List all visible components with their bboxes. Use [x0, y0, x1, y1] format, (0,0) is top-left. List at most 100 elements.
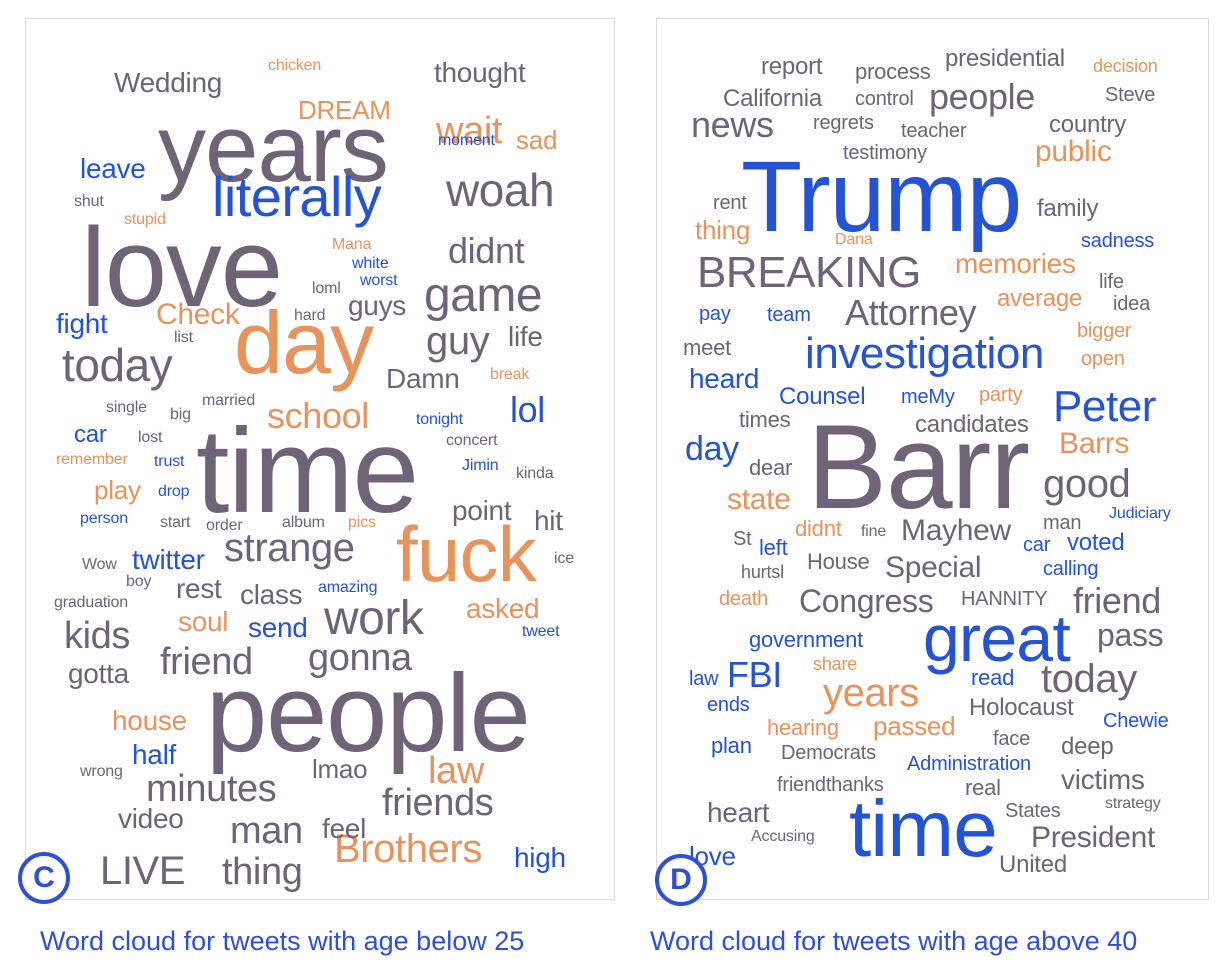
word-point: point — [452, 495, 512, 526]
word-great: great — [923, 601, 1071, 675]
word-game: game — [424, 269, 543, 322]
word-barrs: Barrs — [1059, 427, 1130, 460]
word-literally: literally — [212, 165, 382, 228]
word-today: today — [62, 339, 173, 391]
word-brothers: Brothers — [334, 827, 482, 871]
word-rent: rent — [713, 192, 747, 214]
word-house: house — [112, 705, 187, 736]
word-party: party — [979, 384, 1023, 406]
word-class: class — [240, 579, 303, 610]
word-time: time — [849, 784, 998, 873]
word-accusing: Accusing — [751, 828, 815, 845]
word-states: States — [1005, 800, 1061, 822]
word-voted: voted — [1067, 529, 1125, 556]
word-state: state — [727, 483, 791, 516]
word-years: years — [823, 671, 919, 715]
word-public: public — [1035, 135, 1112, 168]
word-decision: decision — [1093, 56, 1158, 76]
word-drop: drop — [158, 483, 190, 500]
word-minutes: minutes — [146, 768, 277, 810]
word-trump: Trump — [741, 141, 1022, 253]
word-pass: pass — [1097, 617, 1164, 653]
word-attorney: Attorney — [845, 292, 977, 333]
word-guys: guys — [348, 290, 407, 321]
word-mana: Mana — [332, 236, 372, 253]
word-feel: feel — [322, 813, 367, 844]
word-moment: moment — [438, 132, 495, 149]
word-pay: pay — [699, 303, 731, 325]
word-idea: idea — [1113, 293, 1151, 315]
word-left: left — [759, 535, 788, 560]
word-remember: remember — [56, 451, 128, 468]
word-democrats: Democrats — [781, 742, 876, 764]
word-candidates: candidates — [915, 411, 1029, 438]
word-fine: fine — [861, 523, 887, 540]
word-fuck: fuck — [396, 510, 537, 598]
word-ends: ends — [707, 694, 750, 716]
word-worst: worst — [360, 272, 398, 289]
word-plan: plan — [711, 733, 752, 758]
word-ice: ice — [554, 550, 574, 567]
word-lost: lost — [138, 429, 163, 446]
word-tweet: tweet — [522, 623, 560, 640]
panel-c-badge: C — [18, 852, 70, 904]
word-check: Check — [156, 298, 240, 331]
word-hearing: hearing — [767, 715, 839, 740]
word-kinda: kinda — [516, 465, 554, 482]
word-chicken: chicken — [268, 57, 322, 74]
word-damn: Damn — [386, 363, 460, 394]
word-trust: trust — [154, 453, 185, 470]
word-half: half — [132, 739, 177, 770]
word-years: years — [158, 95, 389, 202]
word-hurtsl: hurtsl — [741, 562, 784, 582]
word-day: day — [234, 293, 374, 392]
word-man: man — [1043, 512, 1082, 534]
word-breaking: BREAKING — [697, 248, 921, 297]
word-government: government — [749, 627, 863, 652]
word-calling: calling — [1043, 558, 1099, 580]
word-boy: boy — [126, 573, 152, 590]
word-real: real — [965, 775, 1001, 800]
word-list: list — [174, 329, 193, 346]
word-amazing: amazing — [318, 579, 378, 596]
word-victims: victims — [1061, 764, 1145, 795]
word-time: time — [196, 404, 419, 538]
word-lmao: lmao — [312, 754, 368, 784]
word-fbi: FBI — [727, 654, 782, 695]
panel-d-badge: D — [655, 854, 707, 906]
word-shut: shut — [74, 193, 104, 210]
word-thought: thought — [434, 57, 526, 88]
word-steve: Steve — [1105, 84, 1156, 106]
word-twitter: twitter — [132, 544, 205, 575]
word-didnt: didnt — [448, 230, 525, 271]
word-dear: dear — [749, 455, 793, 480]
word-barr: Barr — [807, 400, 1030, 534]
word-report: report — [761, 53, 823, 80]
word-day: day — [685, 430, 739, 468]
word-album: album — [282, 514, 325, 531]
word-person: person — [80, 510, 128, 527]
word-congress: Congress — [799, 583, 934, 619]
word-people: people — [206, 652, 531, 775]
word-asked: asked — [466, 593, 540, 624]
word-president: President — [1031, 821, 1156, 854]
word-regrets: regrets — [813, 112, 874, 134]
word-united: United — [999, 851, 1067, 878]
word-times: times — [739, 407, 791, 432]
word-today: today — [1041, 657, 1137, 701]
word-hannity: HANNITY — [961, 588, 1048, 610]
word-gotta: gotta — [68, 658, 129, 689]
word-live: LIVE — [100, 849, 186, 893]
word-rest: rest — [176, 573, 222, 604]
word-wait: wait — [436, 110, 503, 152]
word-strategy: strategy — [1105, 795, 1161, 812]
word-big: big — [170, 406, 191, 423]
word-love: love — [81, 205, 283, 330]
word-administration: Administration — [907, 753, 1031, 775]
word-soul: soul — [178, 606, 229, 637]
word-california: California — [723, 85, 822, 112]
word-tonight: tonight — [416, 411, 463, 428]
word-holocaust: Holocaust — [969, 694, 1074, 721]
word-white: white — [352, 255, 389, 272]
word-friendthanks: friendthanks — [777, 774, 884, 796]
